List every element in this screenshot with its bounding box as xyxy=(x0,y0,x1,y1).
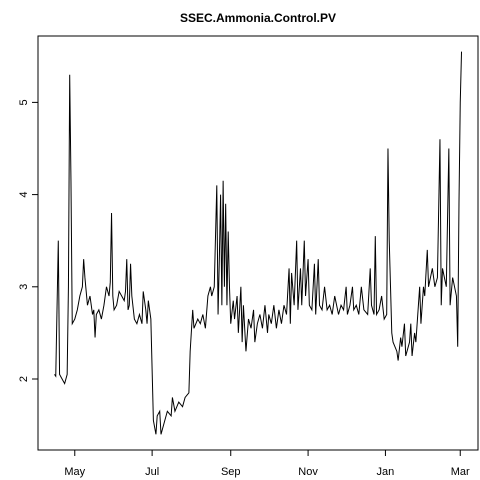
series-line xyxy=(54,51,463,435)
x-tick-label: Jul xyxy=(145,466,159,478)
y-tick-label: 3 xyxy=(18,284,30,290)
x-tick-label: Nov xyxy=(298,466,318,478)
y-tick-label: 2 xyxy=(18,376,30,382)
x-tick-label: May xyxy=(64,466,85,478)
x-tick-label: Mar xyxy=(451,466,470,478)
x-tick-label: Jan xyxy=(377,466,395,478)
y-tick-label: 5 xyxy=(18,99,30,105)
y-tick-label: 4 xyxy=(18,192,30,198)
plot-box xyxy=(37,35,479,451)
x-tick-label: Sep xyxy=(221,466,241,478)
chart-title: SSEC.Ammonia.Control.PV xyxy=(180,11,336,25)
